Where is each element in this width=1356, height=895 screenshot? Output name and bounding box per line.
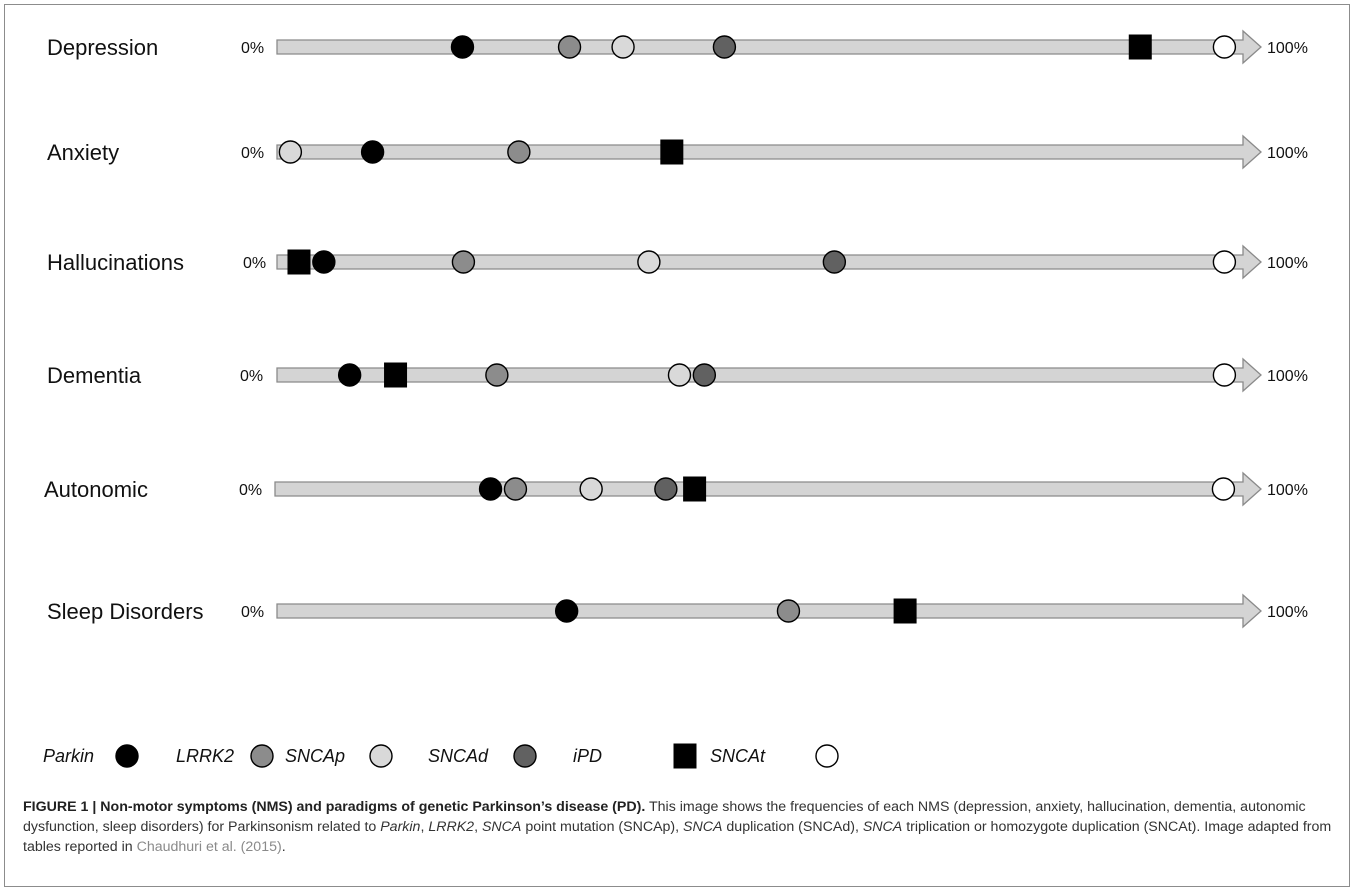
frequency-arrow bbox=[276, 593, 1262, 629]
legend: Parkin LRRK2 SNCAp SNCAd iPD SNCAt bbox=[43, 743, 839, 769]
legend-marker-ipd bbox=[673, 743, 697, 769]
caption-part: . bbox=[281, 839, 286, 855]
row-label: Depression bbox=[47, 35, 158, 60]
row-label: Anxiety bbox=[47, 140, 119, 165]
frequency-arrow bbox=[276, 134, 1262, 170]
marker-parkin bbox=[450, 35, 475, 59]
axis-end-label: 100% bbox=[1267, 40, 1308, 57]
legend-label-sncad: SNCAd bbox=[428, 746, 489, 766]
caption-part: SNCA bbox=[481, 819, 522, 835]
legend-label-ipd: iPD bbox=[573, 746, 602, 766]
row-label: Dementia bbox=[47, 363, 142, 388]
marker-sncap bbox=[667, 363, 692, 387]
marker-ipd bbox=[384, 362, 408, 388]
marker-sncat bbox=[1212, 35, 1237, 59]
marker-sncad bbox=[654, 477, 678, 501]
axis-start-label: 0% bbox=[241, 604, 264, 621]
figure-caption: FIGURE 1 | Non-motor symptoms (NMS) and … bbox=[23, 797, 1341, 857]
axis-end-label: 100% bbox=[1267, 255, 1308, 272]
caption-part: SNCA bbox=[683, 819, 723, 835]
axis-end-label: 100% bbox=[1267, 482, 1308, 499]
caption-part: This image shows the frequencies of each… bbox=[23, 799, 1306, 835]
marker-sncat bbox=[1212, 250, 1237, 274]
caption-part[interactable]: Chaudhuri et al. (2015) bbox=[136, 839, 282, 855]
legend-marker-parkin bbox=[115, 744, 139, 768]
caption-part: SNCA bbox=[862, 819, 903, 835]
row-anxiety: Anxiety 0% 100% bbox=[47, 134, 1308, 170]
caption-part: Parkin bbox=[380, 819, 421, 835]
marker-ipd bbox=[287, 249, 311, 275]
marker-lrrk2 bbox=[451, 250, 476, 274]
marker-sncad bbox=[822, 250, 847, 274]
marker-ipd bbox=[1128, 34, 1152, 60]
marker-lrrk2 bbox=[776, 599, 801, 623]
caption-part: LRRK2 bbox=[428, 819, 475, 835]
axis-start-label: 0% bbox=[241, 40, 264, 57]
marker-parkin bbox=[337, 363, 362, 387]
caption-part: triplication or homozygote duplication (… bbox=[23, 819, 1332, 855]
frequency-arrow bbox=[274, 471, 1262, 507]
marker-sncad bbox=[712, 35, 737, 59]
axis-start-label: 0% bbox=[243, 255, 266, 272]
marker-lrrk2 bbox=[485, 363, 509, 387]
symptom-frequency-chart: Depression 0% 100%Anxiety 0% 100%Hallucinati… bbox=[43, 29, 1308, 769]
frequency-arrow bbox=[276, 29, 1262, 65]
marker-parkin bbox=[312, 250, 336, 274]
legend-marker-sncat bbox=[815, 744, 839, 768]
legend-marker-sncad bbox=[513, 744, 537, 768]
caption-part: duplication (SNCAd), bbox=[722, 819, 863, 835]
row-autonomic: Autonomic 0% 100% bbox=[44, 471, 1308, 507]
marker-sncat bbox=[1211, 477, 1236, 501]
figure-panel: Depression 0% 100% Anxiety 0% 100% Hallucinati… bbox=[4, 4, 1350, 887]
legend-label-lrrk2: LRRK2 bbox=[176, 746, 234, 766]
marker-lrrk2 bbox=[507, 140, 531, 164]
legend-label-sncat: SNCAt bbox=[710, 746, 766, 766]
caption-part: , bbox=[420, 819, 429, 835]
marker-ipd bbox=[660, 139, 684, 165]
legend-label-parkin: Parkin bbox=[43, 746, 94, 766]
axis-end-label: 100% bbox=[1267, 368, 1308, 385]
axis-end-label: 100% bbox=[1267, 145, 1308, 162]
axis-start-label: 0% bbox=[241, 145, 264, 162]
caption-part: , bbox=[474, 819, 482, 835]
marker-sncat bbox=[1212, 363, 1237, 387]
marker-parkin bbox=[554, 599, 579, 623]
legend-marker-sncap bbox=[369, 744, 393, 768]
marker-ipd bbox=[683, 476, 707, 502]
marker-sncap bbox=[611, 35, 635, 59]
marker-lrrk2 bbox=[557, 35, 582, 59]
marker-ipd bbox=[893, 598, 917, 624]
marker-parkin bbox=[478, 477, 503, 501]
frequency-arrow bbox=[276, 357, 1262, 393]
row-dementia: Dementia 0% 100% bbox=[47, 357, 1308, 393]
row-label: Sleep Disorders bbox=[47, 599, 204, 624]
caption-body: This image shows the frequencies of each… bbox=[23, 799, 1331, 855]
marker-sncap bbox=[579, 477, 603, 501]
row-label: Autonomic bbox=[44, 477, 148, 502]
axis-start-label: 0% bbox=[240, 368, 263, 385]
legend-label-sncap: SNCAp bbox=[285, 746, 345, 766]
axis-end-label: 100% bbox=[1267, 604, 1308, 621]
marker-sncad bbox=[692, 363, 717, 387]
frequency-arrow bbox=[276, 244, 1262, 280]
marker-lrrk2 bbox=[503, 477, 528, 501]
axis-start-label: 0% bbox=[239, 482, 262, 499]
row-sleep-disorders: Sleep Disorders 0% 100% bbox=[47, 593, 1308, 629]
legend-marker-lrrk2 bbox=[250, 744, 274, 768]
marker-parkin bbox=[360, 140, 385, 164]
row-label: Hallucinations bbox=[47, 250, 184, 275]
row-hallucinations: Hallucinations 0% 100% bbox=[47, 244, 1308, 280]
caption-label: FIGURE 1 | Non-motor symptoms (NMS) and … bbox=[23, 799, 646, 815]
row-depression: Depression 0% 100% bbox=[47, 29, 1308, 65]
marker-sncap bbox=[637, 250, 661, 274]
caption-part: point mutation (SNCAp), bbox=[521, 819, 684, 835]
marker-sncap bbox=[278, 140, 303, 164]
